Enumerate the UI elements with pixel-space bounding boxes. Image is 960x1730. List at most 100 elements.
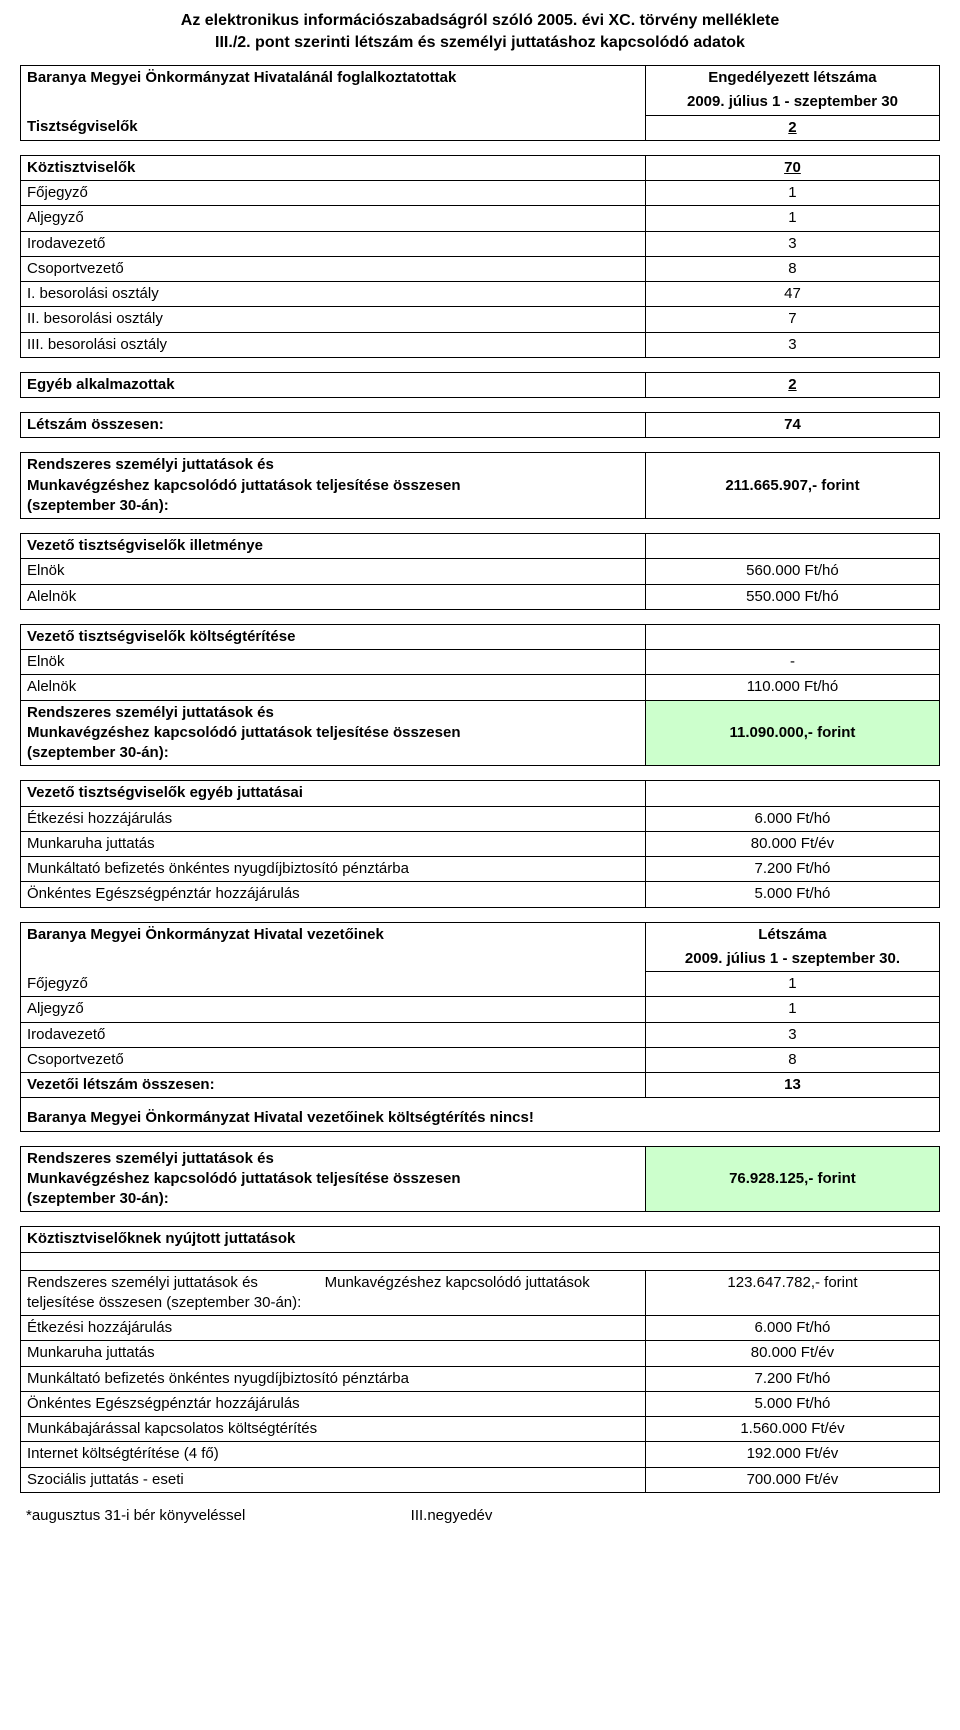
s1-rend-val: 211.665.907,- forint bbox=[645, 453, 939, 519]
s2-r1-label: Elnök bbox=[21, 559, 646, 584]
table-row-val: 7 bbox=[645, 307, 939, 332]
s1-total-label: Létszám összesen: bbox=[21, 413, 646, 438]
table-row-val: 6.000 Ft/hó bbox=[645, 806, 939, 831]
table-row-val: 1.560.000 Ft/év bbox=[645, 1417, 939, 1442]
s4-h1: Vezető tisztségviselők egyéb juttatásai bbox=[21, 781, 646, 806]
s2-r1-val: 560.000 Ft/hó bbox=[645, 559, 939, 584]
s1-rend-l1: Rendszeres személyi juttatások és bbox=[27, 455, 639, 475]
s1-tiszt-label: Tisztségviselők bbox=[21, 115, 646, 140]
s1-colh2: 2009. július 1 - szeptember 30 bbox=[645, 90, 939, 115]
egyeb-table: Egyéb alkalmazottak 2 bbox=[20, 372, 940, 398]
title-line-1: Az elektronikus információszabadságról s… bbox=[20, 10, 940, 32]
table-row-label: Aljegyző bbox=[21, 997, 646, 1022]
s3-rend-l3: (szeptember 30-án): bbox=[27, 743, 639, 763]
table-row-label: II. besorolási osztály bbox=[21, 307, 646, 332]
s5-rend-l2: Munkavégzéshez kapcsolódó juttatások tel… bbox=[27, 1169, 639, 1189]
s1-rendszeres-table: Rendszeres személyi juttatások és Munkav… bbox=[20, 452, 940, 519]
staff-table: Baranya Megyei Önkormányzat Hivatalánál … bbox=[20, 65, 940, 141]
s6-footer-center: III.negyedév bbox=[291, 1507, 676, 1524]
s3-rend-l2: Munkavégzéshez kapcsolódó juttatások tel… bbox=[27, 723, 639, 743]
table-row-val: 7.200 Ft/hó bbox=[645, 857, 939, 882]
table-row-label: Étkezési hozzájárulás bbox=[21, 806, 646, 831]
table-row-label: III. besorolási osztály bbox=[21, 332, 646, 357]
s6-footnote: *augusztus 31-i bér könyveléssel bbox=[20, 1507, 291, 1524]
egyeb-juttatas-table: Vezető tisztségviselők egyéb juttatásai … bbox=[20, 780, 940, 907]
table-row-label: Szociális juttatás - eseti bbox=[21, 1467, 646, 1492]
table-row-val: 5.000 Ft/hó bbox=[645, 1391, 939, 1416]
s6-rend-val: 123.647.782,- forint bbox=[645, 1270, 939, 1316]
table-row-val: 700.000 Ft/év bbox=[645, 1467, 939, 1492]
s3-rend-val: 11.090.000,- forint bbox=[645, 700, 939, 766]
table-row-label: Csoportvezető bbox=[21, 1047, 646, 1072]
table-row-val: 3 bbox=[645, 231, 939, 256]
table-row-val: 13 bbox=[645, 1073, 939, 1098]
table-row-label: Munkábajárással kapcsolatos költségtérít… bbox=[21, 1417, 646, 1442]
s1-egyeb-label: Egyéb alkalmazottak bbox=[21, 372, 646, 397]
table-row-label: Internet költségtérítése (4 fő) bbox=[21, 1442, 646, 1467]
table-row-val: 1 bbox=[645, 206, 939, 231]
s5-colh2: 2009. július 1 - szeptember 30. bbox=[645, 947, 939, 972]
table-row-val: 8 bbox=[645, 1047, 939, 1072]
table-row-val: 192.000 Ft/év bbox=[645, 1442, 939, 1467]
table-row-label: I. besorolási osztály bbox=[21, 282, 646, 307]
table-row-val: 3 bbox=[645, 1022, 939, 1047]
table-row-label: Vezetői létszám összesen: bbox=[21, 1073, 646, 1098]
s5-rend-l3: (szeptember 30-án): bbox=[27, 1189, 639, 1209]
table-row-val: 1 bbox=[645, 181, 939, 206]
table-row-val: 6.000 Ft/hó bbox=[645, 1316, 939, 1341]
s1-colh1: Engedélyezett létszáma bbox=[645, 66, 939, 91]
s3-rend-l1: Rendszeres személyi juttatások és bbox=[27, 703, 639, 723]
s3-r2-label: Alelnök bbox=[21, 675, 646, 700]
s3-r2-val: 110.000 Ft/hó bbox=[645, 675, 939, 700]
s2-r2-val: 550.000 Ft/hó bbox=[645, 584, 939, 609]
s1-tiszt-val: 2 bbox=[645, 115, 939, 140]
koltseg-table: Vezető tisztségviselők költségtérítése E… bbox=[20, 624, 940, 767]
table-row-val: 47 bbox=[645, 282, 939, 307]
page-title: Az elektronikus információszabadságról s… bbox=[20, 10, 940, 53]
s3-r1-label: Elnök bbox=[21, 650, 646, 675]
table-row-label: Irodavezető bbox=[21, 231, 646, 256]
koz-table: Köztisztviselők70Főjegyző1Aljegyző1Iroda… bbox=[20, 155, 940, 358]
table-row-val: 80.000 Ft/év bbox=[645, 831, 939, 856]
s5-rendszeres-table: Rendszeres személyi juttatások és Munkav… bbox=[20, 1146, 940, 1213]
table-row-val: 5.000 Ft/hó bbox=[645, 882, 939, 907]
title-line-2: III./2. pont szerinti létszám és személy… bbox=[20, 32, 940, 54]
s2-h1: Vezető tisztségviselők illetménye bbox=[21, 534, 646, 559]
s6-h1: Köztisztviselőknek nyújtott juttatások bbox=[21, 1227, 940, 1252]
koztiszt-juttatas-table: Köztisztviselőknek nyújtott juttatások R… bbox=[20, 1226, 940, 1493]
table-row-label: Aljegyző bbox=[21, 206, 646, 231]
s5-rend-val: 76.928.125,- forint bbox=[645, 1146, 939, 1212]
table-row-label: Munkáltató befizetés önkéntes nyugdíjbiz… bbox=[21, 857, 646, 882]
s5-header: Baranya Megyei Önkormányzat Hivatal veze… bbox=[21, 922, 646, 947]
s1-rend-l2: Munkavégzéshez kapcsolódó juttatások tel… bbox=[27, 476, 639, 496]
table-row-val: 3 bbox=[645, 332, 939, 357]
table-row-label: Csoportvezető bbox=[21, 256, 646, 281]
table-row-label: Munkaruha juttatás bbox=[21, 1341, 646, 1366]
s5-note: Baranya Megyei Önkormányzat Hivatal veze… bbox=[21, 1098, 940, 1131]
total-table: Létszám összesen: 74 bbox=[20, 412, 940, 438]
s2-r2-label: Alelnök bbox=[21, 584, 646, 609]
table-row-val: 80.000 Ft/év bbox=[645, 1341, 939, 1366]
s5-colh1: Létszáma bbox=[645, 922, 939, 947]
table-row-label: Munkáltató befizetés önkéntes nyugdíjbiz… bbox=[21, 1366, 646, 1391]
table-row-label: Irodavezető bbox=[21, 1022, 646, 1047]
s1-egyeb-val: 2 bbox=[645, 372, 939, 397]
illetmeny-table: Vezető tisztségviselők illetménye Elnök5… bbox=[20, 533, 940, 610]
table-row-val: 1 bbox=[645, 997, 939, 1022]
table-row-val: 7.200 Ft/hó bbox=[645, 1366, 939, 1391]
table-row-val: 70 bbox=[645, 155, 939, 180]
table-row-label: Munkaruha juttatás bbox=[21, 831, 646, 856]
s6-rend-label: Rendszeres személyi juttatások és Munkav… bbox=[21, 1270, 646, 1316]
vezetok-table: Baranya Megyei Önkormányzat Hivatal veze… bbox=[20, 922, 940, 1099]
s3-r1-val: - bbox=[645, 650, 939, 675]
table-row-label: Önkéntes Egészségpénztár hozzájárulás bbox=[21, 1391, 646, 1416]
table-row-val: 8 bbox=[645, 256, 939, 281]
table-row-label: Köztisztviselők bbox=[21, 155, 646, 180]
table-row-label: Önkéntes Egészségpénztár hozzájárulás bbox=[21, 882, 646, 907]
s1-total-val: 74 bbox=[645, 413, 939, 438]
s5-note-table: Baranya Megyei Önkormányzat Hivatal veze… bbox=[20, 1098, 940, 1131]
table-row-label: Étkezési hozzájárulás bbox=[21, 1316, 646, 1341]
s1-rend-l3: (szeptember 30-án): bbox=[27, 496, 639, 516]
s1-header: Baranya Megyei Önkormányzat Hivatalánál … bbox=[21, 66, 646, 91]
table-row-label: Főjegyző bbox=[21, 972, 646, 997]
